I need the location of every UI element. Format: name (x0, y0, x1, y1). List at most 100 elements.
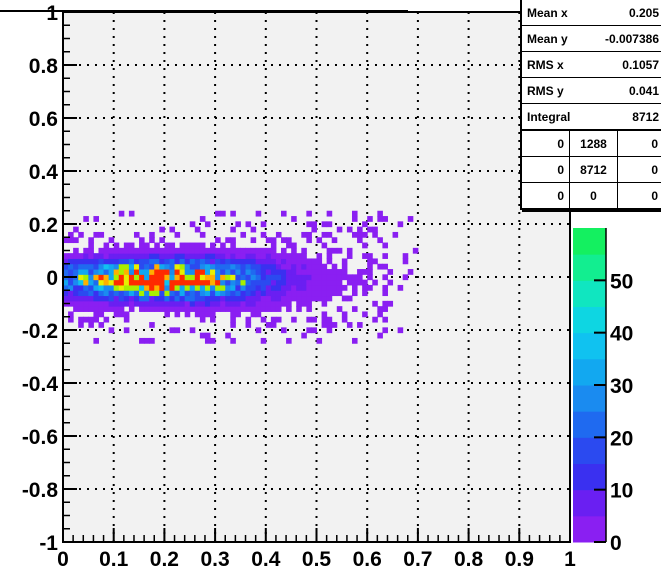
heatmap-cell (220, 300, 226, 307)
heatmap-cell (306, 221, 312, 228)
heatmap-cell (103, 274, 110, 281)
heatmap-cell (351, 290, 358, 297)
heatmap-cell (154, 306, 160, 312)
heatmap-cell (255, 253, 262, 259)
heatmap-cell (260, 337, 267, 344)
heatmap-cell (108, 327, 115, 334)
heatmap-cell (88, 237, 94, 244)
heatmap-cell (260, 253, 267, 259)
heatmap-cell (128, 284, 135, 291)
heatmap-cell (184, 263, 191, 270)
heatmap-cell (250, 269, 257, 275)
heatmap-cell (169, 226, 176, 233)
heatmap-cell (88, 258, 94, 265)
heatmap-cell (331, 279, 338, 286)
heatmap-cell (245, 263, 252, 270)
heatmap-cell (321, 295, 328, 302)
heatmap-cell (78, 284, 84, 291)
heatmap-cell (230, 226, 236, 233)
heatmap-cell (230, 269, 236, 275)
heatmap-cell (184, 247, 191, 254)
heatmap-cell (174, 258, 181, 265)
heatmap-cell (159, 237, 165, 244)
heatmap-cell (184, 242, 191, 249)
heatmap-cell (113, 258, 120, 265)
heatmap-cell (123, 284, 130, 291)
heatmap-cell (179, 300, 186, 307)
heatmap-cell (139, 290, 145, 297)
heatmap-cell (63, 269, 69, 275)
heatmap-cell (73, 290, 79, 297)
heatmap-cell (164, 274, 170, 281)
heatmap-cell (306, 327, 312, 334)
heatmap-cell (210, 253, 216, 259)
heatmap-cell (78, 269, 84, 275)
heatmap-cell (133, 231, 140, 238)
heatmap-cell (245, 269, 252, 275)
heatmap-cell (377, 263, 383, 270)
heatmap-cell (73, 306, 79, 312)
heatmap-cell (88, 279, 94, 286)
heatmap-cell (311, 274, 317, 281)
y-tick-label: -0.6 (22, 426, 58, 449)
heatmap-cell (230, 295, 236, 302)
heatmap-cell (78, 258, 84, 265)
heatmap-cell (321, 311, 328, 318)
heatmap-cell (255, 327, 262, 334)
heatmap-cell (367, 216, 373, 222)
heatmap-cell (128, 210, 135, 217)
heatmap-cell (321, 242, 328, 249)
heatmap-cell (301, 253, 307, 259)
heatmap-cell (260, 247, 267, 254)
heatmap-cell (250, 226, 257, 233)
heatmap-cell (377, 332, 383, 339)
heatmap-cell (144, 284, 150, 291)
heatmap-cell (98, 247, 105, 254)
heatmap-cell (199, 253, 206, 259)
heatmap-cell (220, 306, 226, 312)
heatmap-cell (281, 269, 287, 275)
heatmap-cell (316, 263, 323, 270)
heatmap-cell (113, 311, 120, 318)
heatmap-cell (210, 247, 216, 254)
heatmap-cell (154, 269, 160, 275)
heatmap-cell (265, 274, 272, 281)
heatmap-cell (235, 311, 241, 318)
heatmap-cell (281, 247, 287, 254)
heatmap-cell (286, 237, 292, 244)
heatmap-cell (255, 290, 262, 297)
heatmap-cell (199, 274, 206, 281)
heatmap-cell (98, 284, 105, 291)
heatmap-cell (179, 295, 186, 302)
stats-box: Mean x 0.205 Mean y -0.007386 RMS x 0.10… (520, 0, 661, 210)
heatmap-cell (326, 316, 333, 323)
stats-grid-cell: 0 (522, 156, 570, 182)
heatmap-cell (83, 316, 89, 323)
heatmap-cell (78, 274, 84, 281)
stats-row-mean-x: Mean x 0.205 (522, 0, 661, 26)
heatmap-cell (194, 263, 201, 270)
heatmap-cell (296, 290, 302, 297)
heatmap-cell (230, 284, 236, 291)
heatmap-cell (225, 253, 231, 259)
x-tick-label: 0 (57, 548, 69, 569)
heatmap-cell (128, 253, 135, 259)
heatmap-cell (194, 247, 201, 254)
heatmap-cell (321, 263, 328, 270)
heatmap-cell (402, 274, 409, 281)
heatmap-cell (225, 332, 231, 339)
heatmap-cell (291, 279, 297, 286)
heatmap-cell (240, 290, 247, 297)
heatmap-cell (357, 322, 363, 328)
heatmap-cell (108, 237, 115, 244)
heatmap-cell (270, 263, 277, 270)
colorbar-segment (573, 306, 606, 334)
heatmap-cell (382, 242, 388, 249)
heatmap-cell (260, 284, 267, 291)
heatmap-cell (336, 284, 343, 291)
heatmap-cell (265, 295, 272, 302)
heatmap-cell (306, 263, 312, 270)
heatmap-cell (199, 269, 206, 275)
heatmap-cell (93, 274, 99, 281)
heatmap-cell (93, 216, 99, 222)
